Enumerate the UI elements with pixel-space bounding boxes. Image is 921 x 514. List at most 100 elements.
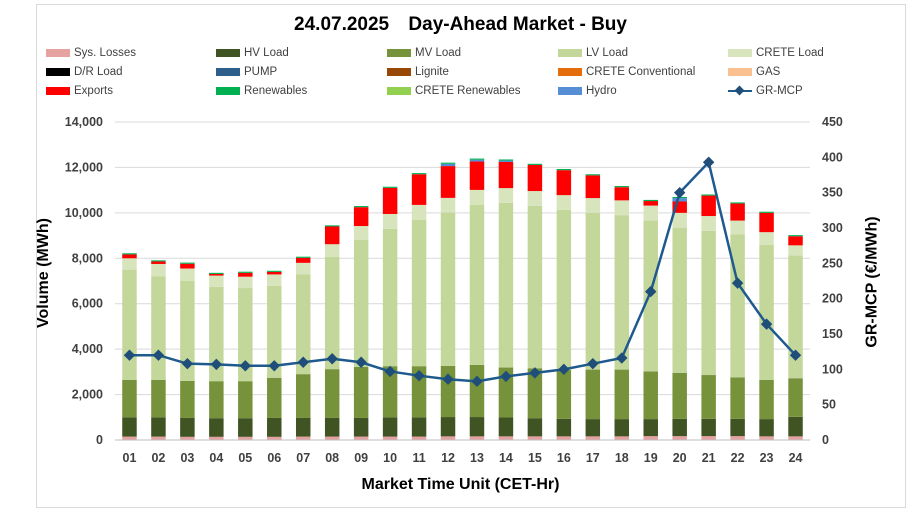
- bar-segment: [151, 436, 166, 440]
- y-axis-title-left: Volume (MWh): [34, 218, 52, 328]
- bar-segment: [556, 209, 572, 371]
- legend-swatch: [558, 87, 582, 95]
- bar-segment: [788, 416, 803, 437]
- bar-segment: [701, 375, 716, 419]
- bar-segment: [614, 369, 630, 420]
- bar-segment: [382, 417, 398, 437]
- bar-segment: [498, 417, 514, 437]
- legend-item: Hydro: [558, 85, 617, 97]
- bar-segment: [238, 272, 253, 277]
- bar-segment: [788, 235, 803, 237]
- bar-segment: [209, 272, 224, 274]
- bar-segment: [267, 274, 282, 286]
- bar-segment: [295, 256, 311, 258]
- x-tick-label: 14: [499, 451, 513, 465]
- bar-segment: [672, 418, 687, 437]
- gr-mcp-point: [239, 360, 252, 372]
- y-tick-label: 8,000: [72, 251, 103, 265]
- bar-segment: [180, 268, 195, 281]
- bar-segment: [353, 206, 369, 208]
- bar-segment: [585, 436, 601, 440]
- bar-segment: [498, 159, 514, 161]
- legend-item: GR-MCP: [728, 85, 803, 97]
- legend-label: Hydro: [586, 85, 617, 97]
- legend-item: D/R Load: [46, 66, 123, 78]
- bar-segment: [180, 417, 195, 437]
- bar-segment: [469, 204, 485, 365]
- bar-segment: [527, 163, 543, 165]
- bar-segment: [643, 205, 658, 221]
- bar-segment: [324, 244, 340, 257]
- x-tick-label: 06: [267, 451, 281, 465]
- bar-segment: [238, 418, 253, 437]
- legend-label: GAS: [756, 66, 781, 78]
- bar-segment: [411, 173, 427, 175]
- y-tick-label: 0: [96, 433, 103, 447]
- bar-segment: [324, 256, 340, 370]
- bar-segment: [469, 417, 485, 437]
- bar-segment: [672, 212, 687, 228]
- bar-segment: [122, 436, 137, 440]
- bar-segment: [353, 436, 369, 440]
- bar-segment: [122, 379, 137, 418]
- y-axis-title-right: GR-MCP (€/MWh): [863, 216, 881, 348]
- bar-segment: [527, 205, 543, 369]
- bar-segment: [295, 257, 311, 263]
- gr-mcp-point: [587, 357, 599, 370]
- bar-segment: [759, 212, 774, 233]
- x-tick-label: 09: [354, 451, 368, 465]
- bar-segment: [209, 436, 224, 440]
- bar-segment: [556, 195, 572, 210]
- bar-segment: [440, 197, 456, 213]
- legend-label: Sys. Losses: [74, 47, 136, 59]
- bar-segment: [730, 203, 745, 221]
- bar-segment: [324, 436, 340, 440]
- bar-segment: [585, 419, 601, 437]
- bar-segment: [701, 418, 716, 437]
- x-tick-label: 24: [789, 451, 803, 465]
- y-tick-label: 6,000: [72, 297, 103, 311]
- bar-segment: [672, 372, 687, 419]
- legend-swatch: [558, 68, 582, 76]
- gr-mcp-point: [645, 285, 657, 298]
- bar-segment: [730, 418, 745, 437]
- bar-segment: [411, 219, 427, 367]
- legend-item: CRETE Load: [728, 47, 824, 59]
- legend-swatch: [46, 68, 70, 76]
- bar-segment: [122, 253, 137, 255]
- bar-segment: [701, 194, 716, 196]
- bar-segment: [180, 263, 195, 269]
- bar-segment: [614, 419, 630, 437]
- x-tick-label: 07: [296, 451, 310, 465]
- x-tick-label: 01: [123, 451, 137, 465]
- bar-segment: [122, 417, 137, 437]
- bar-segment: [353, 207, 369, 227]
- x-tick-label: 15: [528, 451, 542, 465]
- bar-segment: [788, 245, 803, 256]
- bar-segment: [556, 370, 572, 419]
- bar-segment: [238, 436, 253, 440]
- bar-segment: [151, 417, 166, 437]
- y2-tick-label: 250: [822, 256, 843, 270]
- x-tick-label: 10: [383, 451, 397, 465]
- bar-segment: [469, 436, 485, 440]
- bar-segment: [382, 213, 398, 229]
- bar-segment: [411, 417, 427, 437]
- legend-item: Exports: [46, 85, 113, 97]
- gr-mcp-point: [731, 277, 744, 289]
- bar-segment: [238, 271, 253, 273]
- bar-segment: [469, 158, 485, 160]
- bar-segment: [585, 369, 601, 420]
- x-tick-label: 08: [325, 451, 339, 465]
- x-tick-label: 03: [180, 451, 194, 465]
- legend-swatch: [216, 68, 240, 76]
- gr-mcp-point: [355, 356, 367, 368]
- legend-line-swatch: [728, 86, 752, 96]
- gr-mcp-point: [297, 356, 309, 368]
- y-tick-label: 2,000: [72, 388, 103, 402]
- gr-mcp-point: [384, 365, 396, 378]
- y2-tick-label: 400: [822, 150, 843, 164]
- legend-swatch: [387, 49, 411, 57]
- bar-segment: [585, 198, 601, 213]
- bar-segment: [585, 212, 601, 370]
